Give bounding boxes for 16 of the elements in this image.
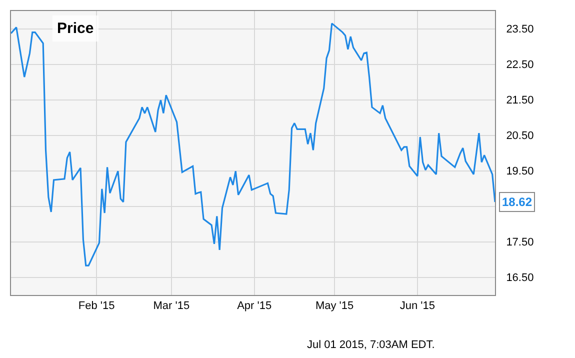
annotation: 18.62 xyxy=(502,195,532,209)
x-tick-label: May '15 xyxy=(315,300,354,312)
x-tick-label: Feb '15 xyxy=(78,300,115,312)
x-tick-label: Mar '15 xyxy=(153,300,190,312)
y-tick-label: 22.50 xyxy=(506,59,534,72)
line-series xyxy=(11,22,495,266)
y-tick-label: 17.50 xyxy=(506,236,534,249)
y-tick-label: 21.50 xyxy=(506,94,534,107)
x-tick-label: Apr '15 xyxy=(237,300,272,312)
y-tick-label: 19.50 xyxy=(506,166,534,178)
x-tick-label: Jun '15 xyxy=(400,300,436,312)
text: Price xyxy=(57,20,94,37)
y-tick-label: 16.50 xyxy=(506,272,534,284)
y-tick-label: 23.50 xyxy=(506,24,534,36)
text: Jul 01 2015, 7:03AM EDT. xyxy=(307,339,435,351)
y-tick-label: 20.50 xyxy=(506,130,534,142)
